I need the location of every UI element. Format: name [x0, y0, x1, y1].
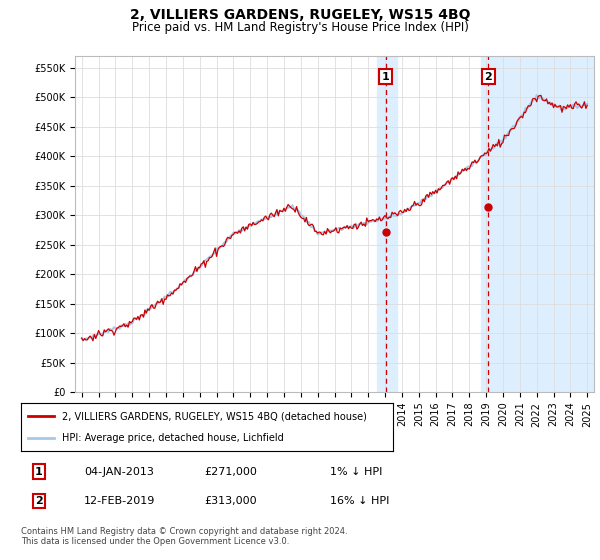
Text: £271,000: £271,000: [204, 466, 257, 477]
Text: 04-JAN-2013: 04-JAN-2013: [84, 466, 154, 477]
Text: Contains HM Land Registry data © Crown copyright and database right 2024.
This d: Contains HM Land Registry data © Crown c…: [21, 526, 347, 546]
Bar: [481, 56, 596, 392]
Text: 1: 1: [382, 72, 389, 82]
Text: 2, VILLIERS GARDENS, RUGELEY, WS15 4BQ: 2, VILLIERS GARDENS, RUGELEY, WS15 4BQ: [130, 8, 470, 22]
Text: HPI: Average price, detached house, Lichfield: HPI: Average price, detached house, Lich…: [62, 433, 284, 443]
Text: 2: 2: [484, 72, 492, 82]
Text: 1% ↓ HPI: 1% ↓ HPI: [330, 466, 382, 477]
Bar: [377, 56, 397, 392]
Text: 16% ↓ HPI: 16% ↓ HPI: [330, 496, 389, 506]
Text: Price paid vs. HM Land Registry's House Price Index (HPI): Price paid vs. HM Land Registry's House …: [131, 21, 469, 34]
Text: £313,000: £313,000: [204, 496, 257, 506]
Text: 2: 2: [35, 496, 43, 506]
Text: 2, VILLIERS GARDENS, RUGELEY, WS15 4BQ (detached house): 2, VILLIERS GARDENS, RUGELEY, WS15 4BQ (…: [62, 411, 367, 421]
Text: 1: 1: [35, 466, 43, 477]
Text: 12-FEB-2019: 12-FEB-2019: [84, 496, 155, 506]
